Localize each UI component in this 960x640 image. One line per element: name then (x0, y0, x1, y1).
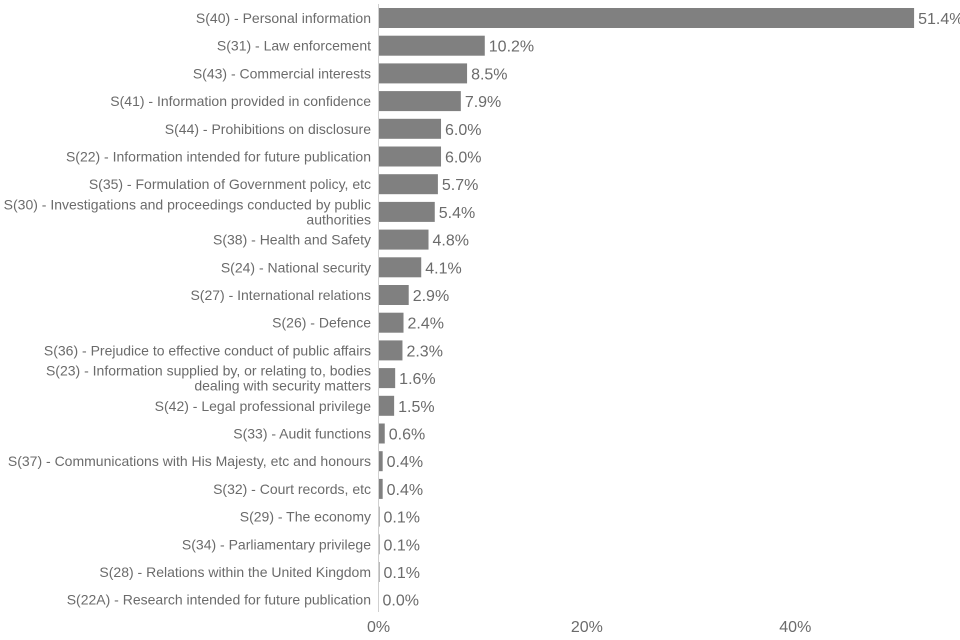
category-label: S(43) - Commercial interests (193, 65, 371, 81)
bar (378, 229, 429, 250)
value-label: 0.0% (383, 593, 419, 610)
bar (378, 201, 435, 222)
value-label: 0.1% (384, 565, 420, 582)
value-label: 1.5% (398, 399, 434, 416)
bar (378, 257, 422, 278)
value-label: 0.4% (387, 482, 423, 499)
value-label: 0.1% (384, 510, 420, 527)
bar (378, 174, 438, 195)
x-axis-ticks: 0% 20% 40% (367, 619, 811, 636)
bar (378, 478, 383, 499)
category-label: S(27) - International relations (190, 287, 371, 303)
value-label: 1.6% (399, 371, 435, 388)
bar (378, 285, 409, 305)
bar (378, 340, 403, 361)
category-label: S(34) - Parliamentary privilege (182, 536, 371, 552)
bar (378, 368, 396, 389)
x-tick-label: 40% (779, 619, 811, 636)
category-label: S(31) - Law enforcement (217, 38, 371, 54)
bar (378, 423, 385, 444)
category-label: S(42) - Legal professional privilege (155, 398, 372, 414)
category-label: S(32) - Court records, etc (213, 481, 371, 497)
bar (378, 506, 380, 527)
value-label: 0.6% (389, 427, 425, 444)
value-label: 51.4% (918, 11, 960, 28)
category-label: S(30) - Investigations and proceedings c… (4, 196, 371, 212)
bar (378, 35, 485, 56)
value-label: 0.4% (387, 454, 423, 471)
category-labels: S(40) - Personal information S(31) - Law … (4, 10, 372, 608)
value-label: 8.5% (471, 66, 507, 83)
value-label: 4.1% (425, 260, 461, 277)
category-label: S(22) - Information intended for future … (66, 149, 371, 165)
category-label: S(26) - Defence (272, 315, 371, 331)
category-label: S(44) - Prohibitions on disclosure (165, 121, 371, 137)
bar (378, 8, 915, 28)
bar (378, 395, 395, 416)
value-label: 5.7% (442, 177, 478, 194)
bar (378, 312, 404, 333)
category-label: S(40) - Personal information (196, 10, 371, 26)
value-label: 0.1% (384, 537, 420, 554)
category-label: S(35) - Formulation of Government policy… (89, 176, 371, 192)
value-label: 5.4% (439, 205, 475, 222)
category-label: authorities (306, 211, 371, 227)
value-labels: 51.4% 10.2% 8.5% 7.9% 6.0% 6.0% 5.7% 5.4% 4.8% 4.… (383, 11, 960, 610)
category-label: S(22A) - Research intended for future pu… (67, 592, 371, 608)
value-label: 2.3% (406, 343, 442, 360)
category-label: S(28) - Relations within the United King… (99, 564, 371, 580)
bar (378, 451, 383, 472)
category-label: dealing with security matters (194, 378, 371, 394)
category-label: S(38) - Health and Safety (213, 232, 371, 248)
category-label: S(37) - Communications with His Majesty,… (8, 453, 371, 469)
bar (378, 91, 461, 112)
bar (378, 562, 380, 582)
value-label: 2.4% (408, 316, 444, 333)
category-label: S(24) - National security (221, 259, 371, 275)
value-label: 10.2% (489, 39, 534, 56)
value-label: 7.9% (465, 94, 501, 111)
value-label: 4.8% (433, 233, 469, 250)
category-label: S(23) - Information supplied by, or rela… (46, 363, 371, 379)
x-tick-label: 0% (367, 619, 390, 636)
value-label: 6.0% (445, 122, 481, 139)
category-label: S(29) - The economy (240, 509, 371, 525)
category-label: S(36) - Prejudice to effective conduct o… (44, 342, 371, 358)
value-label: 6.0% (445, 150, 481, 167)
value-label: 2.9% (413, 288, 449, 305)
bar (378, 534, 380, 555)
bar (378, 118, 442, 139)
category-label: S(41) - Information provided in confiden… (110, 93, 371, 109)
x-tick-label: 20% (571, 619, 603, 636)
bar (378, 146, 442, 167)
category-label: S(33) - Audit functions (233, 426, 371, 442)
bar (378, 63, 468, 84)
bars-group (378, 8, 915, 582)
